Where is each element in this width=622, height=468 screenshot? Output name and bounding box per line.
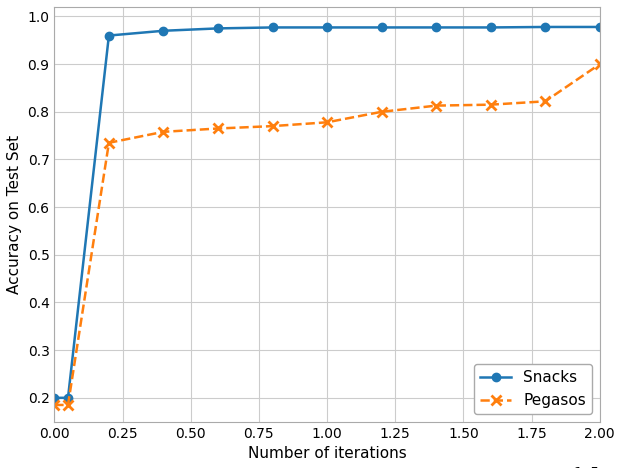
Pegasos [64,402,72,408]
Snacks [542,24,549,30]
Snacks [214,26,221,31]
Y-axis label: Accuracy on Test Set: Accuracy on Test Set [7,135,22,294]
Snacks [487,25,494,30]
Snacks [432,25,440,30]
Snacks [323,25,331,30]
Text: 1e5: 1e5 [573,466,600,468]
Snacks [105,33,113,38]
Snacks [378,25,385,30]
Snacks [269,25,276,30]
Pegasos [432,103,440,109]
Pegasos [542,99,549,104]
Line: Pegasos: Pegasos [50,59,605,410]
Snacks [50,395,58,401]
Pegasos [378,109,385,115]
Snacks [64,395,72,401]
Pegasos [323,119,331,125]
Legend: Snacks, Pegasos: Snacks, Pegasos [475,364,592,414]
Pegasos [160,129,167,135]
Line: Snacks: Snacks [50,23,604,402]
Snacks [160,28,167,34]
X-axis label: Number of iterations: Number of iterations [248,446,406,461]
Pegasos [50,402,58,408]
Pegasos [596,61,603,67]
Pegasos [487,102,494,108]
Pegasos [214,126,221,132]
Snacks [596,24,603,30]
Pegasos [269,123,276,129]
Pegasos [105,140,113,146]
